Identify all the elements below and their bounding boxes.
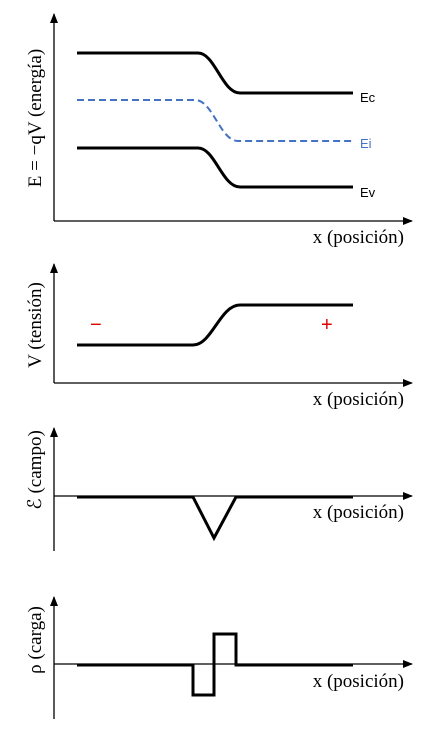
charge-y-axis-label: ρ (carga) xyxy=(25,606,46,674)
ei-curve xyxy=(77,99,353,142)
ev-label: Ev xyxy=(360,185,376,200)
ec-curve xyxy=(77,51,353,95)
minus-sign: − xyxy=(90,314,102,336)
voltage-panel: − + V (tensión) x (posición) xyxy=(25,263,413,410)
charge-panel: ρ (carga) x (posición) xyxy=(25,596,413,719)
energy-x-axis-label: x (posición) xyxy=(313,227,404,248)
charge-x-axis-label: x (posición) xyxy=(313,671,404,692)
energy-panel: Ec Ei Ev E = −qV (energía) x (posición) xyxy=(25,13,413,248)
ec-label: Ec xyxy=(360,90,376,105)
plus-sign: + xyxy=(321,314,333,336)
charge-curve xyxy=(77,632,353,697)
field-curve xyxy=(77,495,353,542)
field-y-axis-label: ℰ (campo) xyxy=(25,430,46,510)
field-x-axis-label: x (posición) xyxy=(313,502,404,523)
field-panel: ℰ (campo) x (posición) xyxy=(25,427,413,551)
voltage-x-axis-label: x (posición) xyxy=(313,389,404,410)
voltage-y-axis-label: V (tensión) xyxy=(25,282,46,368)
ei-label: Ei xyxy=(360,136,372,151)
energy-y-axis-label: E = −qV (energía) xyxy=(25,49,46,187)
ev-curve xyxy=(77,146,353,189)
voltage-curve xyxy=(77,303,353,347)
